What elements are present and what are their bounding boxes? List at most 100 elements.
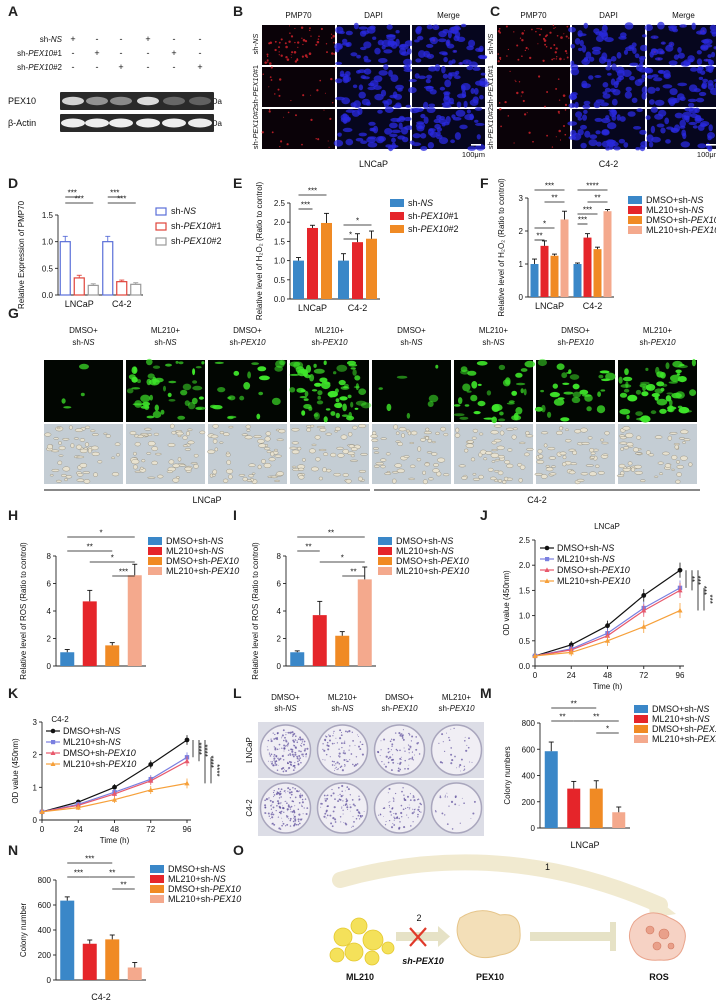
if-dapi-nucleus [420, 146, 428, 151]
ros-signal [520, 368, 528, 372]
colony [454, 803, 457, 806]
ros-signal [314, 382, 322, 387]
brightfield-cell [676, 472, 682, 477]
if-pmp70-dot [325, 43, 328, 45]
colony [332, 817, 335, 820]
colony [410, 747, 412, 749]
ros-signal [586, 406, 592, 412]
data-point [641, 593, 647, 598]
if-dapi-nucleus [654, 57, 663, 61]
inhibition-arrow [530, 932, 610, 941]
if-dapi-nucleus [651, 74, 659, 78]
l-col-header: ML210+ [442, 693, 471, 702]
ros-signal [333, 371, 337, 375]
if-image-cell [262, 109, 335, 149]
colony [273, 755, 275, 757]
if-pmp70-dot [499, 107, 502, 111]
ros-signal [192, 385, 203, 391]
ml210-molecule [350, 917, 368, 935]
ros-signal [154, 377, 164, 383]
colony [344, 790, 346, 792]
legend-entry: sh-NS [171, 206, 196, 216]
if-dapi-nucleus [696, 50, 702, 55]
colony [294, 739, 296, 741]
if-pmp70-dot [277, 88, 280, 91]
if-dapi-nucleus [603, 58, 613, 63]
ros-organelle [645, 925, 655, 935]
if-dapi-nucleus [389, 94, 398, 99]
colony [399, 768, 402, 771]
brightfield-cell [226, 459, 231, 465]
blot-mark: - [199, 48, 202, 58]
blot-mark: - [147, 48, 150, 58]
legend-swatch [150, 895, 164, 903]
colony [294, 767, 296, 769]
brightfield-cell [437, 457, 446, 463]
brightfield-cell [92, 433, 99, 436]
brightfield-cell [337, 453, 345, 458]
x-tick-label: 0 [533, 671, 538, 680]
brightfield-cell [497, 470, 504, 476]
if-dapi-nucleus [615, 81, 620, 85]
legend-swatch [378, 567, 392, 575]
brightfield-cell [619, 436, 627, 440]
significance-label: ** [593, 713, 599, 722]
colony [270, 804, 272, 807]
colony [408, 748, 411, 751]
if-pmp70-dot [290, 35, 294, 38]
colony [295, 735, 297, 737]
g-col-header: sh-NS [482, 338, 505, 347]
colony [271, 761, 274, 763]
brightfield-cell [464, 448, 469, 453]
if-pmp70-dot [565, 35, 568, 38]
ros-signal [217, 387, 226, 393]
ros-signal [178, 361, 184, 365]
if-pmp70-dot [563, 58, 565, 60]
colony [415, 748, 418, 751]
brightfield-cell [525, 431, 530, 436]
colony [352, 763, 354, 766]
if-dapi-nucleus [707, 66, 714, 73]
if-pmp70-dot [556, 56, 558, 58]
y-tick-label: 8 [47, 552, 52, 561]
y-tick-label: 1.0 [274, 257, 286, 266]
if-col-header: PMP70 [520, 11, 547, 20]
data-point [184, 780, 190, 786]
brightfield-cell [494, 459, 500, 462]
legend-entry: ML210+sh-PEX10 [646, 225, 716, 235]
significance-label: ** [571, 700, 577, 709]
brightfield-cell [257, 439, 265, 444]
if-pmp70-dot [310, 94, 312, 96]
if-pmp70-dot [529, 56, 532, 60]
ros-signal [470, 394, 478, 402]
colony [398, 732, 401, 735]
colony [403, 794, 405, 796]
colony [389, 810, 392, 813]
blot-mark: + [94, 48, 99, 58]
if-dapi-nucleus [633, 126, 642, 130]
y-axis-label: Relative level of H₂O₂ (Ratio to control… [255, 182, 264, 321]
ros-signal [61, 398, 66, 404]
brightfield-cell [350, 454, 355, 458]
brightfield-cell [683, 438, 691, 442]
brightfield-cell [604, 431, 610, 436]
if-pmp70-dot [521, 38, 524, 42]
colony [439, 796, 442, 799]
brightfield-cell [512, 427, 518, 431]
colony [400, 756, 402, 758]
if-dapi-nucleus [383, 100, 389, 108]
brightfield-cell [465, 443, 474, 448]
brightfield-cell [653, 475, 659, 478]
l-col-header: ML210+ [328, 693, 357, 702]
if-dapi-nucleus [460, 23, 467, 28]
if-dapi-nucleus [696, 97, 705, 103]
if-dapi-nucleus [389, 122, 398, 129]
legend-marker [544, 567, 550, 572]
colony [395, 748, 398, 751]
if-dapi-nucleus [418, 50, 426, 58]
if-dapi-nucleus [432, 24, 440, 31]
data-point [184, 758, 190, 764]
y-tick-label: 400 [522, 772, 536, 781]
colony [403, 826, 406, 829]
legend-entry: DMSO+sh-PEX10 [166, 556, 239, 566]
